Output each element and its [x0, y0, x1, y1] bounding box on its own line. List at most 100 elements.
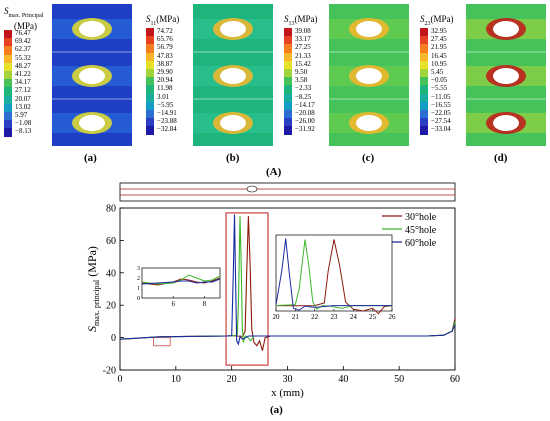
inset-x-tick-label: 20 [273, 313, 281, 321]
legend-title-c: S13(MPa) [284, 14, 318, 29]
legend-value: −23.88 [157, 117, 177, 126]
legend-value: 34.17 [15, 78, 31, 87]
hole [220, 68, 246, 84]
y-tick-label: 40 [106, 268, 116, 279]
legend-swatch [284, 69, 292, 78]
legend-value: 47.83 [157, 51, 173, 60]
inset-plot: 6 8 0 1 2 3 [137, 266, 221, 308]
inset-x-tick-label: 23 [331, 313, 339, 321]
legend-value: −32.84 [157, 125, 177, 134]
hole [356, 21, 382, 37]
legend-swatch [420, 36, 428, 45]
legend-title-d: S23(MPa) [420, 14, 454, 29]
legend-swatch [284, 101, 292, 110]
legend-swatch [284, 126, 292, 135]
legend-value: 27.45 [431, 35, 447, 44]
top-figure: Smax. Principal (MPa) 76.47 69.42 62.37 55.… [0, 0, 550, 180]
legend-value: 20.07 [15, 94, 31, 103]
legend-value: −5.55 [431, 84, 448, 93]
legend-value: 27.12 [15, 86, 31, 95]
legend-swatch [284, 36, 292, 45]
legend-swatch [420, 85, 428, 94]
legend-swatch [420, 93, 428, 102]
legend-unit: (MPa) [156, 14, 180, 24]
hole [493, 115, 519, 131]
legend-swatch [146, 93, 154, 102]
legend-swatch [284, 52, 292, 61]
x-tick-label: 50 [394, 374, 404, 385]
inset-series-line [275, 239, 392, 310]
legend-value: −5.95 [157, 100, 174, 109]
y-tick-label: 60 [106, 236, 116, 247]
legend-label: 30°hole [405, 212, 437, 223]
stress-field-c [329, 4, 409, 146]
legend-swatch [284, 60, 292, 69]
legend-swatch [4, 30, 12, 39]
legend-value: −16.55 [431, 100, 451, 109]
legend-value: 20.94 [157, 76, 173, 85]
legend-value: −8.13 [15, 127, 32, 136]
x-tick-label: 20 [227, 374, 237, 385]
x-tick-label: 40 [338, 374, 348, 385]
hole [220, 21, 246, 37]
legend-value: 65.76 [157, 35, 173, 44]
x-axis-label: x (mm) [271, 387, 304, 399]
legend-swatch [284, 77, 292, 86]
inset-series-line [141, 278, 221, 285]
legend-value: −33.04 [431, 125, 451, 134]
legend-value: 10.95 [431, 59, 447, 68]
legend-value: 69.42 [15, 37, 31, 46]
legend-value: −8.25 [295, 92, 312, 101]
legend-swatch [420, 60, 428, 69]
legend-value: 29.90 [157, 68, 173, 76]
x-tick-label: 30 [283, 374, 293, 385]
panel-tag-b: (b) [226, 152, 240, 164]
stress-field-d [466, 4, 546, 146]
legend-swatch [284, 118, 292, 127]
legend-swatch [146, 118, 154, 127]
legend-value: 38.87 [157, 59, 173, 68]
inset-y-tick-label: 2 [137, 276, 140, 282]
series-line [119, 214, 456, 346]
legend-swatch [146, 44, 154, 53]
y-tick-label: -20 [103, 366, 116, 377]
legend-value: 76.47 [15, 29, 31, 37]
legend-value: 3.58 [295, 76, 308, 85]
hole [493, 21, 519, 37]
legend-swatch [284, 28, 292, 37]
inset-series-line [141, 274, 221, 285]
hole [356, 115, 382, 131]
legend-value: −1.08 [15, 119, 32, 128]
panel-tag-d: (d) [494, 152, 508, 164]
inset-y-tick-label: 1 [137, 286, 140, 292]
zoom-box-peak [225, 212, 269, 366]
legend-value: 21.95 [431, 43, 447, 52]
legend-swatch [146, 52, 154, 61]
figure-label-a: (a) [270, 404, 283, 416]
legend-value: −14.91 [157, 109, 177, 117]
legend-swatch [146, 77, 154, 86]
legend-swatch [4, 79, 12, 88]
legend-swatch [4, 71, 12, 80]
legend-value: 11.98 [157, 84, 173, 93]
legend-value: 21.33 [295, 51, 311, 60]
legend-swatch [420, 28, 428, 37]
legend-title-sub: 13 [288, 20, 295, 27]
inset-plot: 20 21 22 23 24 25 26 [273, 234, 396, 321]
legend-swatch [284, 93, 292, 102]
legend-title-sub: 23 [424, 20, 431, 27]
legend-value: 27.25 [295, 43, 311, 52]
legend-swatch [4, 87, 12, 96]
legend-swatch [284, 44, 292, 53]
legend-value: 15.42 [295, 59, 311, 68]
panel-tag-a: (a) [84, 152, 97, 164]
y-tick-label: 20 [106, 301, 116, 312]
legend-value: 41.22 [15, 70, 31, 78]
legend-swatch [146, 126, 154, 135]
legend-label: 45°hole [405, 225, 437, 236]
x-tick-label: 60 [450, 374, 460, 385]
zoom-box-small [153, 337, 171, 347]
legend-value: 74.72 [157, 27, 173, 35]
legend-swatch [4, 103, 12, 112]
